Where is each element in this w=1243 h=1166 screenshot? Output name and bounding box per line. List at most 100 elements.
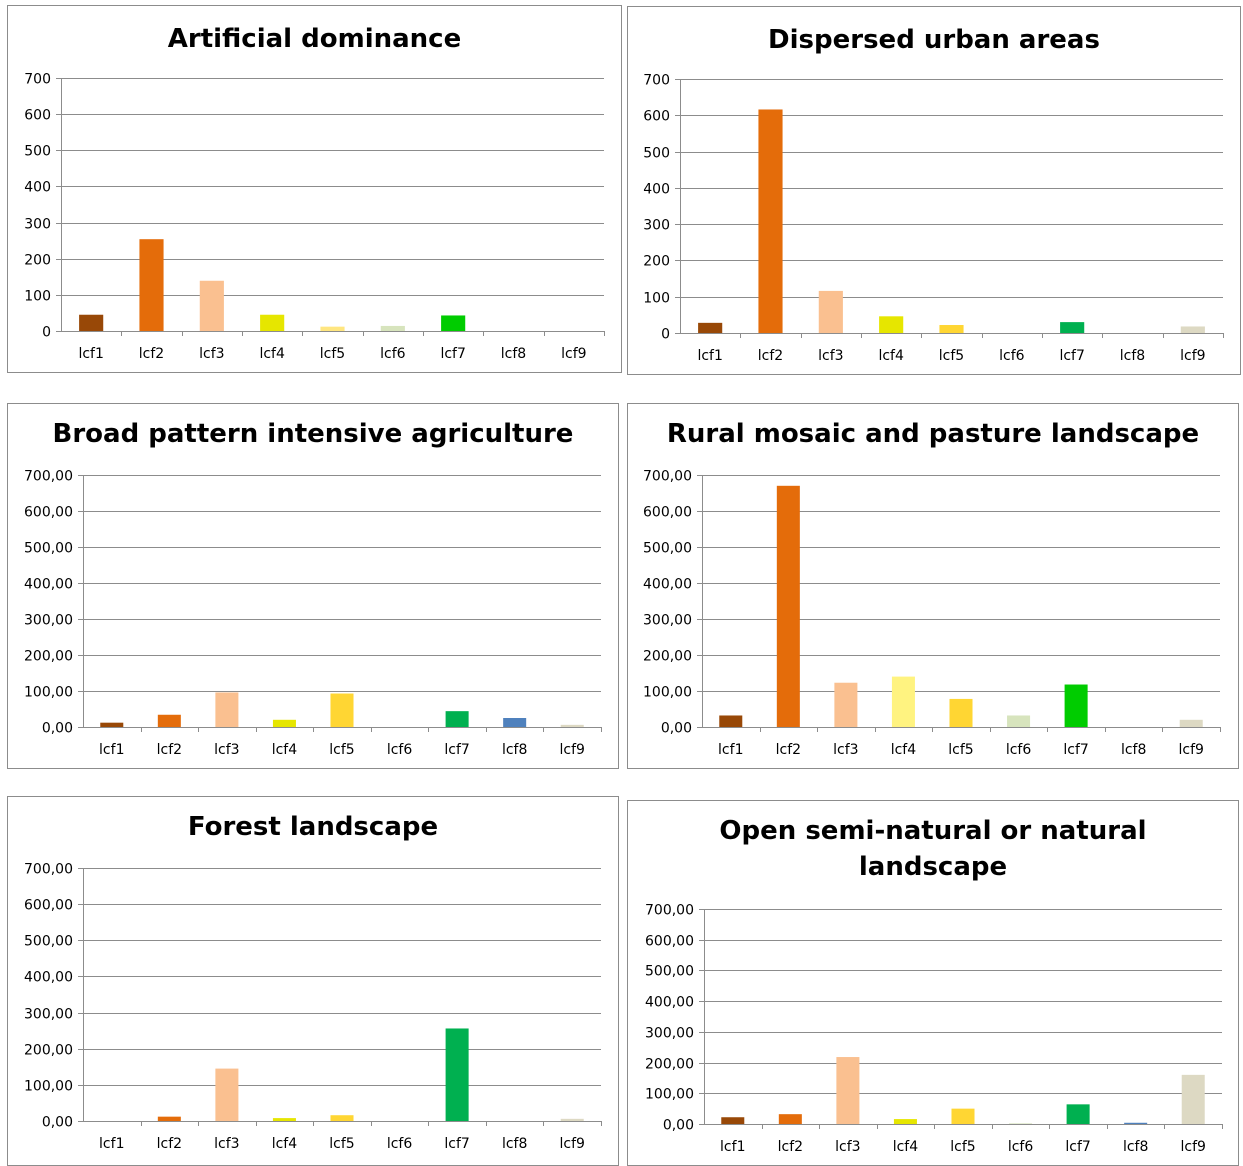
y-tick-label: 0: [42, 325, 51, 341]
chart-panel-dispersed-urban-areas: 0 100 200 300 400 500 600 700 lcf1 lcf2 lcf3 lcf4 lc…: [627, 6, 1241, 375]
x-tick-label: lcf7: [1065, 1139, 1090, 1155]
chart-title-line-1: Open semi-natural or natural: [719, 816, 1147, 846]
bar-lcf1: [721, 1117, 745, 1124]
bar-lcf2: [157, 714, 181, 727]
y-tick-label: 700,00: [643, 469, 692, 485]
y-tick-label: 700: [24, 72, 51, 88]
y-tick-label: 500,00: [24, 934, 73, 950]
x-tick-label: lcf6: [1006, 742, 1032, 758]
y-tick-label: 300,00: [24, 613, 73, 629]
y-tick-label: 200,00: [24, 649, 73, 665]
bar-lcf5: [330, 1115, 354, 1121]
x-tick-label: lcf4: [893, 1139, 919, 1155]
y-tick-label: 500: [24, 144, 51, 160]
chart-panel-broad-pattern-intensive-agriculture: 0,00 100,00 200,00 300,00 400,00 500,00 600,00…: [7, 403, 619, 769]
x-tick-label: lcf9: [561, 346, 586, 362]
y-tick-label: 0,00: [661, 721, 692, 737]
x-tick-label: lcf3: [818, 348, 843, 364]
y-tick-label: 200,00: [645, 1057, 694, 1073]
y-tick-label: 200,00: [643, 649, 692, 665]
y-tick-label: 600: [24, 108, 51, 124]
bar-lcf5: [951, 1108, 975, 1124]
y-tick-label: 400: [24, 180, 51, 196]
y-tick-label: 600,00: [643, 505, 692, 521]
bar-lcf8: [503, 718, 527, 727]
x-tick-label: lcf7: [1059, 348, 1084, 364]
x-tick-label: lcf9: [1179, 742, 1204, 758]
bar-lcf9: [560, 1118, 584, 1121]
bar-lcf4: [260, 314, 285, 331]
bar-lcf9: [560, 724, 584, 727]
x-tick-label: lcf9: [560, 1136, 585, 1152]
y-tick-label: 200,00: [24, 1043, 73, 1059]
bar-lcf2: [139, 239, 164, 331]
x-tick-label: lcf1: [99, 742, 124, 758]
y-tick-label: 600,00: [645, 934, 694, 950]
y-tick-label: 500,00: [24, 541, 73, 557]
x-tick-label: lcf5: [320, 346, 345, 362]
x-tick-label: lcf1: [720, 1139, 745, 1155]
y-tick-label: 100,00: [24, 1079, 73, 1095]
x-tick-label: lcf5: [948, 742, 973, 758]
chart-panel-artificial-dominance: 0 100 200 300 400 500 600 700 lcf1 lcf2 lcf3 lcf4 lc…: [7, 5, 622, 373]
chart-svg: 0,00 100,00 200,00 300,00 400,00 500,00 600,00…: [645, 903, 1223, 1155]
y-tick-label: 400: [643, 182, 670, 198]
chart-svg: 0,00 100,00 200,00 300,00 400,00 500,00 600,00…: [643, 469, 1221, 758]
y-tick-label: 700,00: [24, 469, 73, 485]
x-tick-label: lcf4: [272, 742, 298, 758]
y-tick-label: 100: [24, 289, 51, 305]
bar-lcf7: [1064, 684, 1088, 727]
x-tick-label: lcf1: [99, 1136, 124, 1152]
bar-lcf2: [778, 1114, 802, 1124]
x-tick-label: lcf1: [718, 742, 743, 758]
bar-lcf6: [380, 325, 405, 331]
chart-title: Artificial dominance: [167, 24, 462, 54]
chart-title: Forest landscape: [187, 812, 439, 842]
x-tick-label: lcf7: [444, 1136, 469, 1152]
y-tick-label: 200: [24, 253, 51, 269]
x-tick-label: lcf8: [1120, 348, 1145, 364]
bar-lcf4: [272, 1118, 296, 1121]
bar-lcf5: [949, 698, 973, 727]
bar-lcf1: [719, 715, 743, 727]
chart-title-line-2: landscape: [858, 852, 1008, 882]
y-tick-label: 500: [643, 146, 670, 162]
y-tick-label: 400,00: [643, 577, 692, 593]
bar-lcf3: [199, 280, 224, 331]
y-tick-label: 600,00: [24, 505, 73, 521]
x-tick-label: lcf9: [1180, 348, 1205, 364]
bar-lcf4: [891, 676, 915, 727]
chart-svg: 0,00 100,00 200,00 300,00 400,00 500,00 600,00…: [24, 862, 602, 1152]
chart-panel-open-semi-natural-or-natural-landscape: 0,00 100,00 200,00 300,00 400,00 500,00 600,00…: [627, 800, 1239, 1166]
y-tick-label: 200: [643, 254, 670, 270]
bar-lcf2: [776, 485, 800, 727]
x-tick-label: lcf8: [1121, 742, 1146, 758]
bar-lcf9: [1179, 719, 1203, 727]
y-tick-label: 0,00: [663, 1118, 694, 1134]
y-tick-label: 500,00: [645, 964, 694, 980]
x-tick-label: lcf3: [199, 346, 224, 362]
chart-panel-rural-mosaic-and-pasture-landscape: 0,00 100,00 200,00 300,00 400,00 500,00 600,00…: [627, 403, 1239, 769]
y-tick-label: 300: [643, 218, 670, 234]
y-tick-label: 100,00: [24, 685, 73, 701]
bar-lcf3: [818, 290, 843, 333]
bar-lcf6: [1007, 715, 1031, 727]
bar-lcf1: [79, 314, 104, 331]
x-tick-label: lcf7: [440, 346, 465, 362]
y-tick-label: 300: [24, 217, 51, 233]
bar-lcf3: [215, 692, 239, 727]
chart-title: Dispersed urban areas: [768, 25, 1100, 55]
x-tick-label: lcf9: [560, 742, 585, 758]
x-tick-label: lcf3: [214, 742, 239, 758]
bar-lcf7: [441, 315, 466, 331]
bar-lcf7: [445, 1028, 469, 1121]
bar-lcf3: [834, 682, 858, 727]
x-tick-label: lcf9: [1181, 1139, 1206, 1155]
bar-lcf1: [698, 322, 723, 333]
bar-lcf6: [1009, 1123, 1033, 1124]
x-tick-label: lcf6: [380, 346, 406, 362]
y-tick-label: 100: [643, 291, 670, 307]
y-tick-label: 300,00: [645, 1026, 694, 1042]
bar-lcf9: [1180, 326, 1205, 333]
chart-panel-forest-landscape: 0,00 100,00 200,00 300,00 400,00 500,00 600,00…: [7, 796, 619, 1166]
